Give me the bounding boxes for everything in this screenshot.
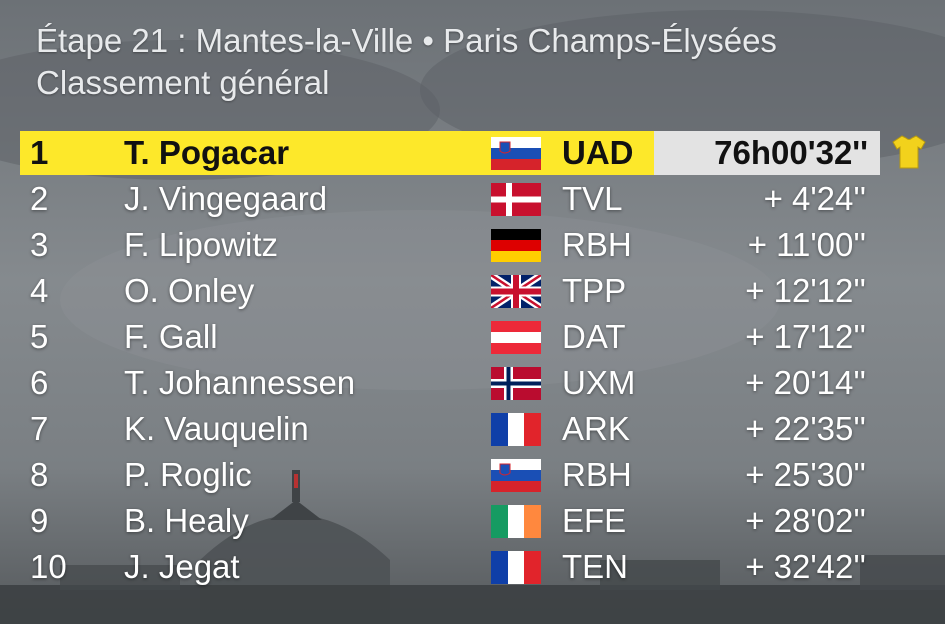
team-code: TPP [562,272,627,309]
team-code: DAT [562,318,626,355]
rider-name: O. Onley [124,272,255,309]
rider-rank: 8 [30,456,49,493]
rider-name: P. Roglic [124,456,252,493]
rider-name: K. Vauquelin [124,410,309,447]
rider-rank: 1 [30,134,49,171]
team-code: ARK [562,410,630,447]
slovenia-flag-icon [491,137,541,170]
rider-name: J. Vingegaard [124,180,328,217]
rider-name: F. Gall [124,318,218,355]
table-row: 6 T. Johannessen UXM + 20'14'' [0,360,945,406]
standings-table: 1 T. Pogacar UAD 76h00'32'' 2 J. Vingega… [0,130,945,590]
table-row: 10 J. Jegat TEN + 32'42'' [0,544,945,590]
table-row: 8 P. Roglic RBH + 25'30'' [0,452,945,498]
race-header: Étape 21 : Mantes-la-Ville • Paris Champ… [36,20,777,104]
time-gap: + 32'42'' [745,548,866,585]
time-gap: + 28'02'' [745,502,866,539]
table-row: 5 F. Gall DAT + 17'12'' [0,314,945,360]
rider-rank: 4 [30,272,49,309]
austria-flag-icon [491,321,541,354]
table-row: 2 J. Vingegaard TVL + 4'24'' [0,176,945,222]
table-row: 9 B. Healy EFE + 28'02'' [0,498,945,544]
team-code: TVL [562,180,623,217]
slovenia-flag-icon [491,459,541,492]
rider-rank: 6 [30,364,49,401]
team-code: RBH [562,226,632,263]
rider-name: B. Healy [124,502,249,539]
total-time: 76h00'32'' [714,134,868,171]
rider-name: F. Lipowitz [124,226,279,263]
norway-flag-icon [491,367,541,400]
yellow-jersey-icon [892,135,926,169]
france-flag-icon [491,413,541,446]
team-code: TEN [562,548,628,585]
team-code: UAD [562,134,634,171]
rider-rank: 5 [30,318,49,355]
classification-title: Classement général [36,64,330,101]
time-gap: + 22'35'' [745,410,866,447]
rider-rank: 3 [30,226,49,263]
rider-rank: 9 [30,502,49,539]
time-gap: + 25'30'' [745,456,866,493]
rider-rank: 7 [30,410,49,447]
leader-highlight-bar [20,131,654,175]
table-row: 3 F. Lipowitz RBH + 11'00'' [0,222,945,268]
united-kingdom-flag-icon [491,275,541,308]
rider-name: T. Pogacar [124,134,290,171]
time-gap: + 11'00'' [747,226,866,263]
france-flag-icon [491,551,541,584]
team-code: EFE [562,502,627,539]
leader-time-box [654,131,880,175]
time-gap: + 12'12'' [745,272,866,309]
table-row: 7 K. Vauquelin ARK + 22'35'' [0,406,945,452]
table-row-leader: 1 T. Pogacar UAD 76h00'32'' [0,130,945,176]
team-code: UXM [562,364,636,401]
time-gap: + 17'12'' [745,318,866,355]
table-row: 4 O. Onley TPP + 12'12'' [0,268,945,314]
denmark-flag-icon [491,183,541,216]
time-gap: + 4'24'' [763,180,866,217]
rider-rank: 10 [30,548,67,585]
germany-flag-icon [491,229,541,262]
team-code: RBH [562,456,632,493]
ireland-flag-icon [491,505,541,538]
rider-name: T. Johannessen [124,364,356,401]
rider-rank: 2 [30,180,49,217]
stage-title: Étape 21 : Mantes-la-Ville • Paris Champ… [36,22,777,59]
time-gap: + 20'14'' [745,364,866,401]
rider-name: J. Jegat [124,548,240,585]
